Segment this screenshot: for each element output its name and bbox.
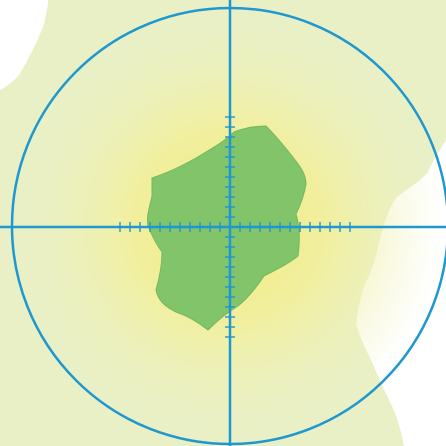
vertical-tick-marks	[225, 116, 235, 338]
horizontal-tick-marks	[119, 222, 351, 232]
